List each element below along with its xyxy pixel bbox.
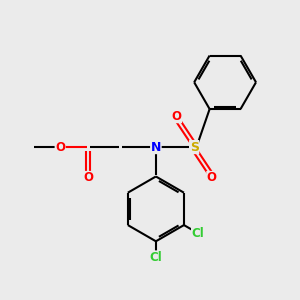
Text: O: O: [172, 110, 182, 123]
Text: N: N: [151, 141, 161, 154]
Text: O: O: [83, 172, 93, 184]
Text: S: S: [190, 141, 199, 154]
Text: Cl: Cl: [192, 227, 204, 240]
Text: Cl: Cl: [149, 251, 162, 264]
Text: O: O: [55, 141, 65, 154]
Text: O: O: [207, 172, 217, 184]
